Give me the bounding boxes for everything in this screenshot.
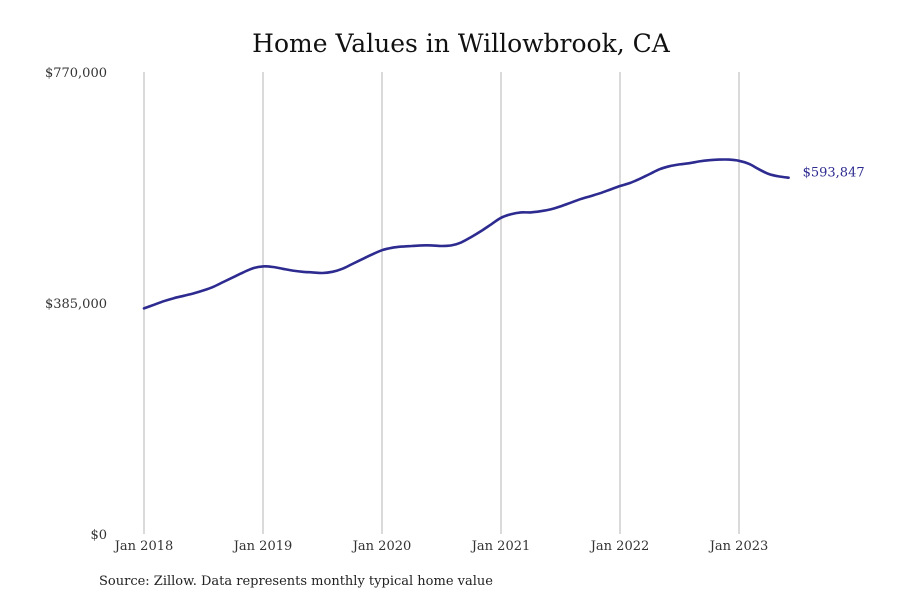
x-tick-label: Jan 2020: [351, 539, 412, 554]
x-tick-label: Jan 2023: [708, 539, 769, 554]
source-note: Source: Zillow. Data represents monthly …: [99, 574, 493, 589]
y-tick-label: $0: [90, 528, 107, 543]
x-tick-label: Jan 2021: [470, 539, 531, 554]
x-tick-label: Jan 2022: [589, 539, 650, 554]
chart-title: Home Values in Willowbrook, CA: [252, 29, 671, 58]
x-tick-label: Jan 2018: [113, 539, 174, 554]
x-axis-ticks: Jan 2018 Jan 2019 Jan 2020 Jan 2021 Jan 2022…: [113, 539, 769, 554]
home-value-line: [142, 158, 790, 310]
y-tick-label: $385,000: [45, 297, 107, 312]
gridlines: [143, 72, 740, 534]
y-axis-ticks: $770,000 $385,000 $0: [45, 66, 107, 543]
latest-value-label: $593,847: [803, 166, 865, 181]
y-tick-label: $770,000: [45, 66, 107, 81]
x-tick-label: Jan 2019: [232, 539, 293, 554]
